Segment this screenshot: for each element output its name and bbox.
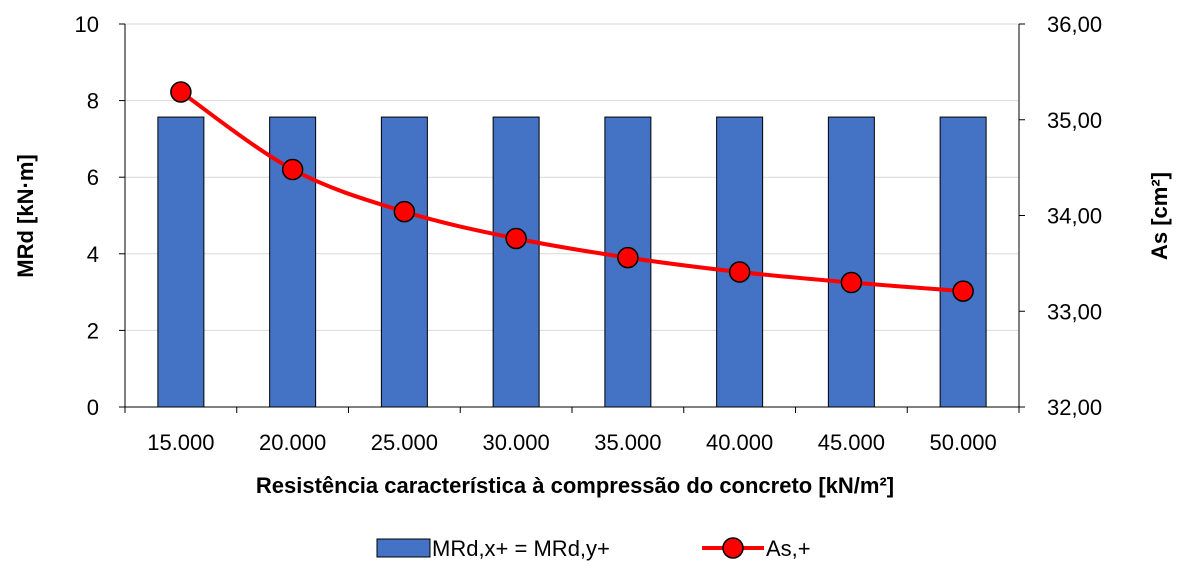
y-tick-label: 0 bbox=[87, 395, 99, 420]
x-tick-label: 20.000 bbox=[259, 430, 326, 455]
bar-7 bbox=[827, 116, 875, 408]
x-tick-label: 35.000 bbox=[594, 430, 661, 455]
y-tick-label: 6 bbox=[87, 165, 99, 190]
bar-series bbox=[157, 116, 987, 408]
y2-axis-title: As [cm²] bbox=[1147, 172, 1172, 260]
y-tick-label: 10 bbox=[75, 12, 99, 37]
legend-bar-label: MRd,x+ = MRd,y+ bbox=[432, 536, 610, 561]
x-axis-title: Resistência característica à compressão … bbox=[256, 473, 894, 498]
legend-bar-swatch bbox=[376, 538, 431, 558]
right-axis-ticks: 32,00 33,00 34,00 35,00 36,00 bbox=[1047, 12, 1102, 420]
as-point-6 bbox=[728, 261, 751, 283]
y2-tick-label: 33,00 bbox=[1047, 299, 1102, 324]
as-point-4 bbox=[505, 227, 527, 250]
legend-line-label: As,+ bbox=[766, 536, 811, 561]
line-series bbox=[170, 81, 974, 302]
x-tick-label: 50.000 bbox=[929, 430, 996, 455]
as-point-7 bbox=[840, 271, 863, 294]
bar-1 bbox=[157, 116, 205, 408]
axes bbox=[119, 23, 1025, 413]
y-tick-label: 4 bbox=[87, 242, 99, 267]
as-point-5 bbox=[617, 246, 639, 269]
legend-line-marker bbox=[722, 537, 744, 559]
y-tick-label: 8 bbox=[87, 89, 99, 114]
bar-8 bbox=[939, 116, 987, 408]
y-tick-label: 2 bbox=[87, 318, 99, 343]
y2-tick-label: 34,00 bbox=[1047, 204, 1102, 229]
y2-tick-label: 32,00 bbox=[1047, 395, 1102, 420]
as-point-3 bbox=[393, 200, 416, 223]
legend: MRd,x+ = MRd,y+ As,+ bbox=[376, 536, 811, 561]
as-point-2 bbox=[281, 158, 304, 181]
left-axis-ticks: 0 2 4 6 8 10 bbox=[75, 12, 99, 420]
x-tick-label: 40.000 bbox=[706, 430, 773, 455]
as-point-8 bbox=[952, 280, 974, 302]
as-point-1 bbox=[170, 81, 192, 103]
y2-tick-label: 36,00 bbox=[1047, 12, 1102, 37]
x-tick-label: 30.000 bbox=[482, 430, 549, 455]
x-axis-ticks: 15.000 20.000 25.000 30.000 35.000 40.000 45.0… bbox=[147, 430, 997, 455]
bar-4 bbox=[492, 116, 540, 408]
bar-3 bbox=[380, 116, 428, 408]
x-tick-label: 45.000 bbox=[818, 430, 885, 455]
x-tick-label: 15.000 bbox=[147, 430, 214, 455]
y2-tick-label: 35,00 bbox=[1047, 108, 1102, 133]
y-axis-title: MRd [kN·m] bbox=[13, 154, 38, 277]
x-tick-label: 25.000 bbox=[371, 430, 438, 455]
